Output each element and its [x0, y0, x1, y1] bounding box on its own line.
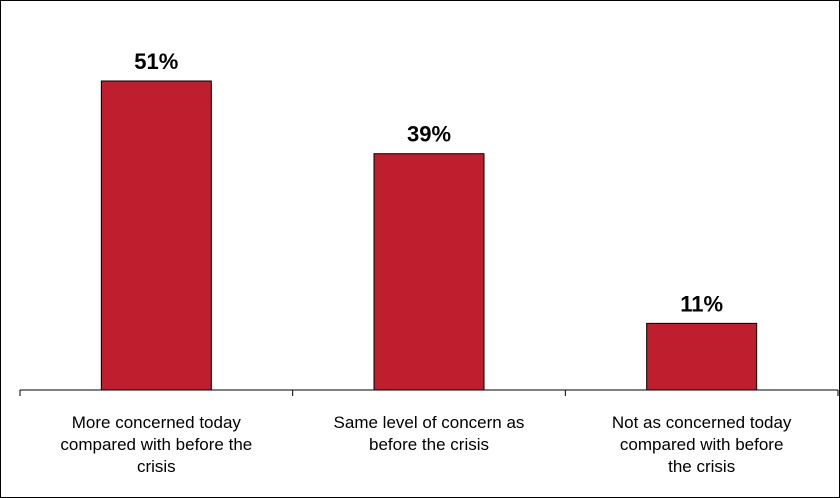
bar-3 [646, 322, 758, 391]
bar-2 [373, 153, 485, 391]
labels-layer: 51% More concerned today compared with bef… [60, 49, 792, 476]
data-label-1: 51% [134, 49, 178, 74]
data-label-2: 39% [407, 122, 451, 147]
ticks-layer [19, 390, 839, 396]
category-label-3: Not as concerned today compared with befo… [612, 413, 792, 476]
data-label-3: 11% [680, 291, 723, 316]
bars-layer [100, 80, 758, 391]
bar-1 [100, 80, 212, 391]
category-label-2: Same level of concern as before the crisi… [334, 413, 525, 454]
category-label-1: More concerned today compared with before… [60, 413, 252, 476]
